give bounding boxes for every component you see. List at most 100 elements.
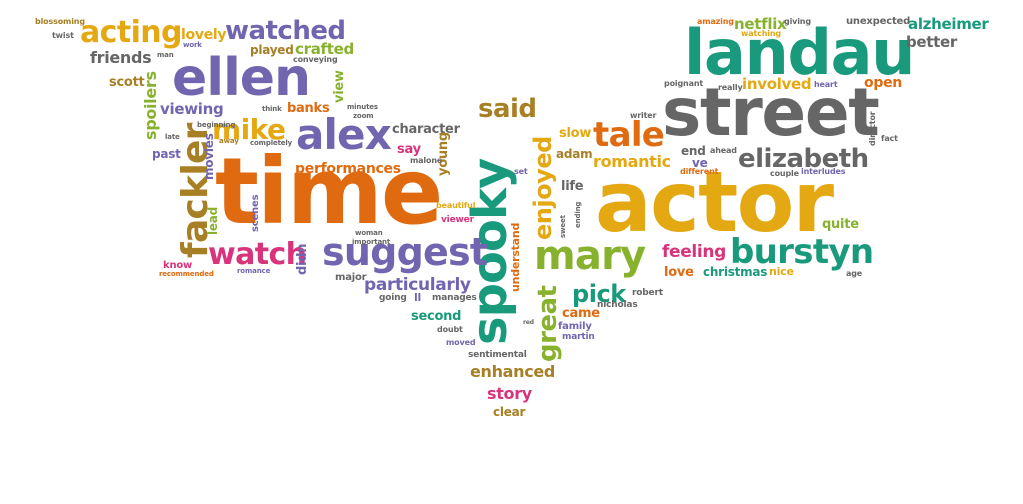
word-watch: watch bbox=[208, 237, 307, 272]
word-malone: malone bbox=[410, 156, 443, 165]
word-scenes: scenes bbox=[250, 194, 261, 232]
word-open: open bbox=[864, 75, 902, 91]
word-set: set bbox=[514, 167, 528, 176]
word-work: work bbox=[183, 41, 202, 49]
word-landau: landau bbox=[684, 16, 915, 89]
word-past: past bbox=[152, 147, 181, 161]
word-viewing: viewing bbox=[160, 100, 224, 118]
word-age: age bbox=[846, 269, 863, 278]
word-romantic: romantic bbox=[593, 152, 671, 171]
word-elizabeth: elizabeth bbox=[738, 144, 869, 174]
word-life: life bbox=[561, 179, 584, 194]
word-romance: romance bbox=[237, 267, 271, 275]
word-going: going bbox=[379, 293, 407, 303]
word-heart: heart bbox=[814, 80, 838, 89]
word-family: family bbox=[558, 321, 592, 332]
word-ahead: ahead bbox=[710, 146, 737, 155]
word-major: major bbox=[335, 272, 367, 283]
word-netflix: netflix bbox=[734, 15, 787, 33]
word-director: director bbox=[868, 111, 877, 146]
word-spoilers: spoilers bbox=[141, 71, 160, 140]
word-different: different bbox=[680, 167, 719, 176]
word-manages: manages bbox=[432, 293, 477, 303]
word-story: story bbox=[487, 384, 532, 403]
word-character: character bbox=[392, 122, 460, 137]
word-nicholas: nicholas bbox=[597, 300, 638, 310]
word-movies: movies bbox=[202, 133, 216, 180]
word-couple: couple bbox=[770, 169, 799, 178]
word-conveying: conveying bbox=[293, 55, 338, 64]
word-viewer: viewer bbox=[441, 215, 474, 225]
word-ll: ll bbox=[414, 291, 422, 304]
word-beautiful: beautiful bbox=[436, 201, 476, 210]
word-completely: completely bbox=[250, 139, 293, 147]
word-interludes: interludes bbox=[801, 167, 846, 176]
word-lead: lead bbox=[206, 207, 220, 235]
word-time: time bbox=[215, 138, 443, 245]
word-enjoyed: enjoyed bbox=[529, 136, 557, 240]
word-alzheimer: alzheimer bbox=[908, 15, 989, 33]
word-said: said bbox=[478, 94, 537, 124]
word-end: end bbox=[681, 144, 706, 158]
word-sweet: sweet bbox=[559, 215, 567, 238]
word-think: think bbox=[262, 105, 282, 113]
word-beginning: beginning bbox=[197, 121, 236, 129]
word-mary: mary bbox=[534, 233, 646, 279]
word-fact: fact bbox=[881, 134, 898, 143]
word-writer: writer bbox=[630, 111, 657, 120]
word-christmas: christmas bbox=[703, 265, 768, 279]
word-played: played bbox=[250, 43, 294, 57]
word-red: red bbox=[523, 319, 534, 326]
word-important: important bbox=[352, 238, 391, 246]
word-scott: scott bbox=[109, 75, 145, 90]
word-actor: actor bbox=[595, 153, 834, 251]
word-didn: didn bbox=[295, 243, 310, 275]
word-suggest: suggest bbox=[322, 230, 488, 274]
word-know: know bbox=[163, 260, 193, 271]
word-lovely: lovely bbox=[181, 27, 227, 43]
word-alex: alex bbox=[296, 110, 392, 159]
word-twist: twist bbox=[52, 31, 74, 40]
word-nice: nice bbox=[769, 265, 794, 278]
word-man: man bbox=[157, 51, 174, 59]
word-giving: giving bbox=[784, 17, 811, 26]
word-late: late bbox=[165, 133, 180, 141]
word-banks: banks bbox=[287, 101, 330, 116]
word-blossoming: blossoming bbox=[35, 17, 85, 26]
word-minutes: minutes bbox=[347, 103, 378, 111]
word-crafted: crafted bbox=[295, 40, 354, 58]
word-ending: ending bbox=[574, 201, 582, 228]
word-burstyn: burstyn bbox=[730, 232, 874, 272]
word-involved: involved bbox=[742, 75, 812, 93]
word-amazing: amazing bbox=[697, 17, 734, 26]
word-say: say bbox=[397, 142, 421, 157]
word-moved: moved bbox=[446, 338, 476, 347]
word-particularly: particularly bbox=[364, 275, 471, 295]
word-tale: tale bbox=[593, 115, 665, 155]
word-slow: slow bbox=[559, 126, 592, 141]
word-better: better bbox=[906, 33, 958, 51]
word-came: came bbox=[562, 306, 600, 321]
word-ellen: ellen bbox=[172, 48, 311, 108]
word-away: away bbox=[219, 137, 239, 145]
word-watching: watching bbox=[741, 29, 781, 38]
word-performances: performances bbox=[295, 161, 401, 177]
word-recommended: recommended bbox=[159, 270, 214, 278]
word-street: street bbox=[662, 74, 880, 151]
word-ve: ve bbox=[692, 156, 708, 170]
word-poignant: poignant bbox=[664, 79, 704, 88]
word-second: second bbox=[411, 309, 462, 324]
word-enhanced: enhanced bbox=[470, 362, 556, 381]
word-feeling: feeling bbox=[662, 242, 727, 262]
word-quite: quite bbox=[822, 217, 859, 232]
word-adam: adam bbox=[556, 147, 593, 161]
word-understand: understand bbox=[509, 222, 522, 292]
word-acting: acting bbox=[80, 15, 182, 50]
word-view: view bbox=[332, 70, 347, 103]
word-sentimental: sentimental bbox=[468, 350, 527, 360]
word-young: young bbox=[436, 132, 451, 176]
word-zoom: zoom bbox=[353, 112, 374, 120]
word-mike: mike bbox=[212, 113, 286, 146]
word-clear: clear bbox=[493, 405, 526, 419]
word-doubt: doubt bbox=[437, 325, 463, 334]
